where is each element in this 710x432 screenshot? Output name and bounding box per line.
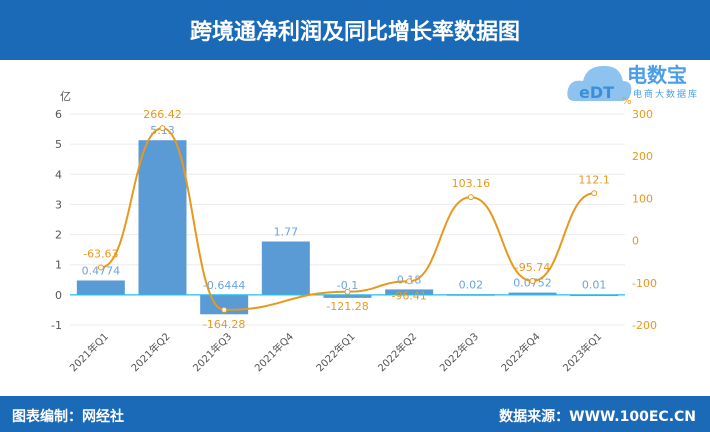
x-tick-label: 2021年Q3 <box>190 330 234 374</box>
right-tick-label: 100 <box>632 192 653 205</box>
right-tick-label: 0 <box>632 235 639 248</box>
footer-credit: 图表编制：网经社 <box>12 409 124 425</box>
bar-label: -0.6444 <box>203 279 245 292</box>
chart-title: 跨境通净利润及同比增长率数据图 <box>0 0 710 60</box>
line-point <box>529 278 536 285</box>
bar-label: 0.02 <box>459 278 484 291</box>
chart: -10123456-200-1000100200300亿%0.47745.13-… <box>51 90 657 374</box>
bar <box>261 241 310 295</box>
bar <box>385 289 434 295</box>
left-tick-label: 3 <box>55 198 62 211</box>
right-axis-unit: % <box>622 96 632 107</box>
x-tick-label: 2021年Q1 <box>67 330 111 374</box>
x-tick-label: 2022年Q3 <box>437 330 481 374</box>
bar-label: -0.1 <box>337 279 358 292</box>
right-tick-label: 200 <box>632 150 653 163</box>
right-tick-label: 300 <box>632 108 653 121</box>
cloud-logo-icon: eDT 电数宝 电商大数据库 <box>567 63 699 102</box>
x-tick-label: 2022年Q4 <box>498 330 542 374</box>
footer-source: 数据来源：WWW.100EC.CN <box>499 409 696 425</box>
svg-text:eDT: eDT <box>579 83 614 102</box>
bar-label: 1.77 <box>274 226 299 239</box>
x-tick-label: 2021年Q4 <box>252 330 296 374</box>
bar <box>508 292 557 295</box>
svg-text:电数宝: 电数宝 <box>627 63 687 87</box>
right-tick-label: -100 <box>632 277 657 290</box>
bar-label: 0.01 <box>582 279 607 292</box>
line-point <box>344 288 351 295</box>
line-label: -164.28 <box>203 318 245 331</box>
left-tick-label: 4 <box>55 168 62 181</box>
line-point <box>406 278 413 285</box>
line-label: -96.41 <box>391 289 426 302</box>
line-label: -95.74 <box>515 261 550 274</box>
x-tick-label: 2022年Q1 <box>313 330 357 374</box>
line-label: -63.63 <box>83 247 118 260</box>
left-tick-label: 0 <box>55 289 62 302</box>
line-point <box>97 264 104 271</box>
left-tick-label: 6 <box>55 108 62 121</box>
left-tick-label: -1 <box>51 319 62 332</box>
line-label: 266.42 <box>143 108 182 121</box>
svg-text:电商大数据库: 电商大数据库 <box>633 88 699 100</box>
line-point <box>467 194 474 201</box>
left-tick-label: 2 <box>55 229 62 242</box>
line-label: 112.1 <box>578 173 610 186</box>
logo: eDT 电数宝 电商大数据库 <box>565 61 705 105</box>
line-point <box>221 306 228 313</box>
bar <box>323 294 372 298</box>
x-tick-label: 2023年Q1 <box>560 330 604 374</box>
line-label: 103.16 <box>452 177 491 190</box>
right-tick-label: -200 <box>632 319 657 332</box>
x-tick-label: 2021年Q2 <box>128 330 172 374</box>
footer: 图表编制：网经社 数据来源：WWW.100EC.CN <box>0 396 710 432</box>
bar <box>76 280 125 295</box>
x-tick-label: 2022年Q2 <box>375 330 419 374</box>
left-tick-label: 5 <box>55 138 62 151</box>
line-point <box>159 125 166 132</box>
line-label: -121.28 <box>326 300 368 313</box>
bar <box>138 140 187 295</box>
line-point <box>591 190 598 197</box>
bar-label: 0.4774 <box>82 264 121 277</box>
left-tick-label: 1 <box>55 259 62 272</box>
left-axis-unit: 亿 <box>60 90 71 103</box>
